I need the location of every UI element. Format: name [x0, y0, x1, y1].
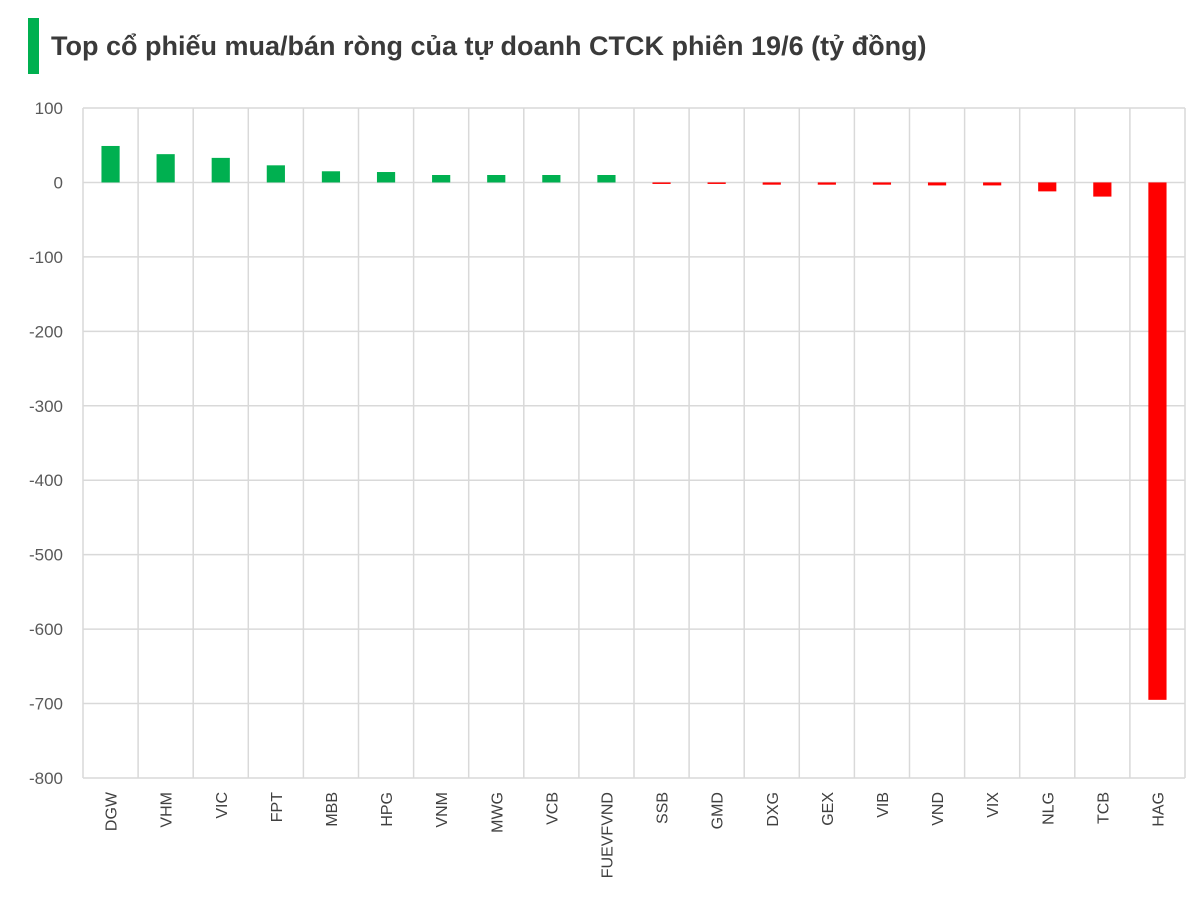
y-tick-label: -300	[29, 397, 63, 416]
x-tick-label: NLG	[1040, 792, 1057, 825]
y-tick-label: -500	[29, 546, 63, 565]
bar-vic	[211, 157, 230, 183]
chart-title: Top cổ phiếu mua/bán ròng của tự doanh C…	[28, 18, 927, 74]
bar-dxg	[762, 182, 781, 185]
bar-mwg	[487, 175, 506, 183]
x-tick-label: VCB	[544, 792, 561, 825]
x-tick-label: VND	[930, 792, 947, 826]
bar-nlg	[1038, 182, 1057, 192]
bar-ssb	[652, 182, 671, 184]
y-tick-label: 100	[35, 99, 63, 118]
bar-hpg	[376, 172, 396, 183]
bar-fpt	[266, 165, 285, 183]
bar-vnm	[432, 175, 451, 183]
bar-vnd	[927, 182, 947, 186]
y-tick-label: 0	[54, 173, 63, 192]
x-tick-label: FPT	[269, 792, 286, 822]
chart-title-text: Top cổ phiếu mua/bán ròng của tự doanh C…	[51, 30, 927, 61]
bar-vcb	[542, 175, 561, 183]
bar-mbb	[321, 171, 341, 183]
x-tick-label: FUEVFVND	[599, 792, 616, 878]
x-tick-label: VIB	[875, 792, 892, 818]
bar-vix	[983, 182, 1002, 186]
y-tick-label: -700	[29, 695, 63, 714]
y-tick-label: -600	[29, 620, 63, 639]
x-tick-label: VIC	[214, 792, 231, 819]
x-tick-label: MWG	[489, 792, 506, 833]
x-tick-label: VHM	[159, 792, 176, 828]
x-tick-label: TCB	[1095, 792, 1112, 824]
bar-gex	[817, 182, 836, 185]
x-tick-label: VIX	[985, 792, 1002, 818]
x-tick-label: DXG	[765, 792, 782, 827]
title-accent-bar	[28, 18, 39, 74]
bar-tcb	[1093, 182, 1112, 197]
x-tick-label: VNM	[434, 792, 451, 828]
y-tick-label: -400	[29, 471, 63, 490]
x-tick-label: HPG	[379, 792, 396, 827]
y-tick-label: -200	[29, 322, 63, 341]
x-tick-label: SSB	[655, 792, 672, 824]
bar-dgw	[101, 145, 120, 183]
x-tick-label: GEX	[820, 792, 837, 826]
bar-hag	[1148, 182, 1167, 700]
y-tick-label: -100	[29, 248, 63, 267]
bar-vib	[872, 182, 892, 185]
x-tick-label: HAG	[1150, 792, 1167, 827]
bar-vhm	[156, 154, 175, 183]
bar-fuevfvnd	[597, 175, 616, 183]
y-tick-label: -800	[29, 769, 63, 788]
x-tick-label: DGW	[104, 791, 121, 831]
bar-gmd	[707, 182, 726, 184]
x-tick-label: GMD	[710, 792, 727, 829]
x-tick-label: MBB	[324, 792, 341, 827]
